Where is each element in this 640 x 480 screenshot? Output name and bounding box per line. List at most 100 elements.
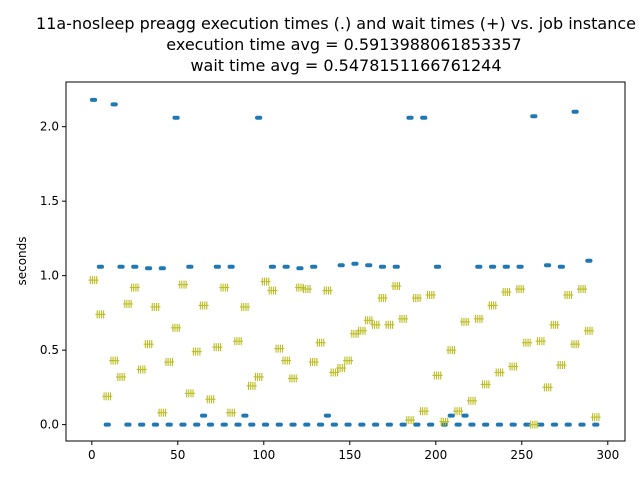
execution-point-11 [165, 422, 173, 427]
execution-point-62 [516, 264, 524, 269]
execution-point-38 [351, 261, 359, 266]
execution-point-35 [330, 422, 338, 427]
x-tick-label-0: 0 [88, 448, 96, 462]
wait-point-37 [343, 356, 354, 365]
execution-point-22 [241, 413, 249, 418]
wait-point-21 [233, 337, 243, 346]
wait-point-72 [583, 326, 594, 335]
execution-point-72 [585, 258, 593, 263]
execution-point-8 [144, 266, 153, 271]
wait-point-65 [535, 337, 546, 346]
wait-point-55 [466, 396, 477, 405]
execution-point-3 [110, 102, 118, 107]
y-axis-ticks: 0.0 0.5 1.0 1.5 2.0 [40, 120, 66, 432]
wait-point-28 [281, 356, 292, 365]
wait-point-4 [116, 372, 127, 381]
execution-point-5 [124, 422, 132, 427]
x-tick-label-2: 100 [252, 448, 275, 462]
y-axis-label: seconds [15, 236, 29, 285]
execution-point-44 [392, 264, 400, 269]
execution-point-26 [268, 264, 276, 269]
execution-point-16 [200, 413, 208, 418]
wait-point-73 [590, 413, 601, 422]
wait-point-7 [136, 365, 147, 374]
wait-point-22 [239, 302, 250, 311]
wait-point-44 [391, 282, 402, 291]
x-tick-label-4: 200 [424, 448, 447, 462]
execution-point-64 [530, 114, 538, 119]
execution-point-58 [488, 264, 497, 269]
wait-point-59 [494, 368, 505, 377]
axes-frame [65, 81, 626, 442]
execution-point-47 [413, 422, 421, 427]
execution-point-54 [461, 413, 469, 418]
wait-point-34 [322, 286, 333, 295]
data-marks [88, 97, 601, 429]
wait-point-47 [411, 293, 422, 302]
chart-title-line-1: 11a-nosleep preagg execution times (.) a… [36, 14, 636, 33]
wait-point-64 [528, 420, 539, 429]
wait-point-10 [157, 408, 168, 417]
execution-point-27 [275, 422, 283, 427]
execution-point-25 [261, 422, 270, 427]
wait-point-29 [288, 374, 299, 383]
execution-point-36 [337, 263, 345, 268]
execution-point-70 [571, 109, 579, 114]
execution-point-56 [475, 264, 483, 269]
execution-point-20 [227, 264, 235, 269]
execution-point-69 [564, 422, 572, 427]
y-tick-label-0: 0.0 [40, 418, 59, 432]
execution-point-14 [186, 264, 194, 269]
execution-point-23 [248, 422, 256, 427]
wait-point-12 [171, 323, 182, 332]
execution-point-17 [206, 422, 215, 427]
wait-point-19 [219, 283, 230, 292]
wait-point-68 [556, 361, 567, 370]
wait-point-24 [253, 372, 264, 381]
wait-point-49 [425, 291, 436, 300]
execution-point-37 [344, 422, 352, 427]
execution-point-39 [358, 422, 366, 427]
wait-point-63 [521, 338, 532, 347]
execution-point-67 [550, 422, 559, 427]
execution-point-40 [365, 263, 373, 268]
wait-point-46 [405, 416, 415, 425]
wait-point-56 [473, 314, 484, 323]
wait-point-48 [418, 407, 429, 416]
execution-point-71 [578, 422, 586, 427]
execution-point-12 [172, 115, 180, 120]
execution-point-29 [289, 422, 297, 427]
wait-point-9 [150, 302, 161, 311]
chart-title-line-3: wait time avg = 0.5478151166761244 [190, 56, 501, 75]
execution-point-61 [509, 422, 517, 427]
chart-title-line-2: execution time avg = 0.5913988061853357 [166, 35, 521, 54]
execution-point-46 [406, 115, 414, 120]
execution-point-57 [482, 422, 490, 427]
execution-point-66 [544, 263, 552, 268]
execution-point-2 [103, 422, 111, 427]
wait-point-23 [246, 381, 257, 390]
wait-point-54 [460, 317, 471, 326]
execution-point-9 [151, 422, 160, 427]
wait-point-61 [508, 362, 519, 371]
wait-point-17 [205, 395, 216, 404]
wait-point-3 [109, 356, 120, 365]
wait-point-57 [480, 380, 491, 389]
wait-point-31 [301, 285, 312, 294]
wait-point-32 [308, 358, 319, 367]
wait-point-42 [377, 293, 388, 302]
wait-point-53 [453, 407, 464, 416]
execution-point-63 [523, 422, 531, 427]
wait-point-60 [501, 288, 512, 297]
execution-point-52 [447, 413, 455, 418]
x-tick-label-1: 50 [170, 448, 185, 462]
execution-point-59 [495, 422, 504, 427]
execution-point-7 [138, 422, 146, 427]
execution-point-4 [117, 264, 125, 269]
execution-point-0 [89, 97, 98, 102]
execution-point-18 [213, 264, 221, 269]
wait-point-13 [177, 280, 188, 289]
execution-point-49 [427, 422, 435, 427]
execution-point-33 [316, 422, 325, 427]
execution-point-15 [193, 422, 201, 427]
